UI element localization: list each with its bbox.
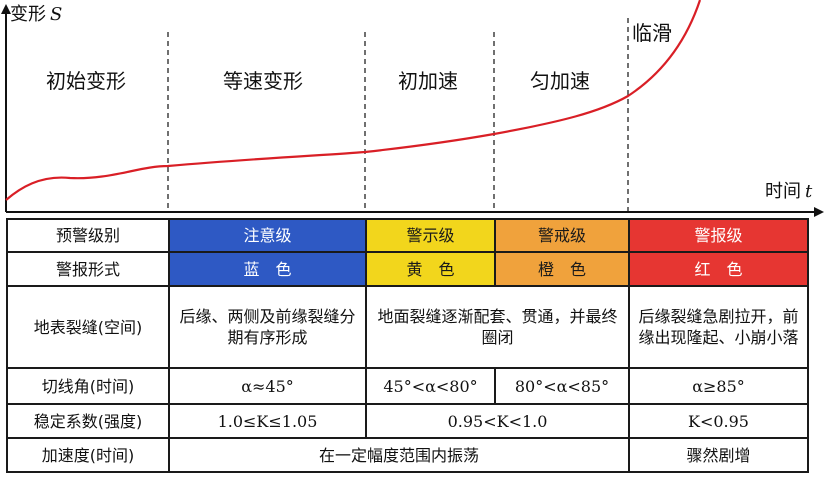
x-axis-symbol: t [805, 181, 813, 202]
level-attention: 注意级 [168, 218, 367, 253]
form-orange: 橙 色 [494, 251, 630, 287]
y-axis-symbol: S [50, 4, 62, 25]
k-label: 稳定系数(强度) [6, 403, 170, 439]
crack-caution-warning: 地面裂缝逐渐配套、贯通，并最终圈闭 [365, 285, 630, 369]
acc-surge: 骤然剧增 [628, 437, 809, 473]
y-axis-arrow [1, 4, 11, 14]
warning-level-table: 预警级别 注意级 警示级 警戒级 警报级 警报形式 蓝 色 黄 色 橙 色 红 … [6, 218, 809, 473]
angle-caution: 45°<α<80° [365, 367, 496, 405]
header-label: 预警级别 [6, 218, 170, 253]
angle-warning: 80°<α<85° [494, 367, 630, 405]
angle-attention: α≈45° [168, 367, 367, 405]
acc-oscillate: 在一定幅度范围内振荡 [168, 437, 630, 473]
k-attention: 1.0≤K≤1.05 [168, 403, 367, 439]
angle-alarm: α≥85° [628, 367, 809, 405]
stage-label-3: 初加速 [398, 69, 458, 93]
level-warning: 警戒级 [494, 218, 630, 253]
angle-label: 切线角(时间) [6, 367, 170, 405]
x-axis-arrow [814, 207, 824, 217]
crack-attention: 后缘、两侧及前缘裂缝分期有序形成 [168, 285, 367, 369]
y-axis-label: 变形 [10, 4, 46, 25]
stage-label-2: 等速变形 [223, 69, 303, 93]
level-caution: 警示级 [365, 218, 496, 253]
crack-alarm: 后缘裂缝急剧拉开，前缘出现隆起、小崩小落 [628, 285, 809, 369]
level-alarm: 警报级 [628, 218, 809, 253]
stage-label-1: 初始变形 [46, 69, 126, 93]
k-caution-warning: 0.95<K<1.0 [365, 403, 630, 439]
creep-curve-chart: 变形 S 时间 t 初始变形 等速变形 初加速 匀加速 临滑 [1, 0, 824, 217]
creep-curve [5, 0, 702, 201]
form-red: 红 色 [628, 251, 809, 287]
form-label: 警报形式 [6, 251, 170, 287]
form-yellow: 黄 色 [365, 251, 496, 287]
x-axis-label: 时间 [765, 181, 801, 202]
crack-label: 地表裂缝(空间) [6, 285, 170, 369]
acc-label: 加速度(时间) [6, 437, 170, 473]
form-blue: 蓝 色 [168, 251, 367, 287]
stage-label-5: 临滑 [632, 21, 672, 45]
stage-label-4: 匀加速 [530, 69, 590, 93]
k-alarm: K<0.95 [628, 403, 809, 439]
